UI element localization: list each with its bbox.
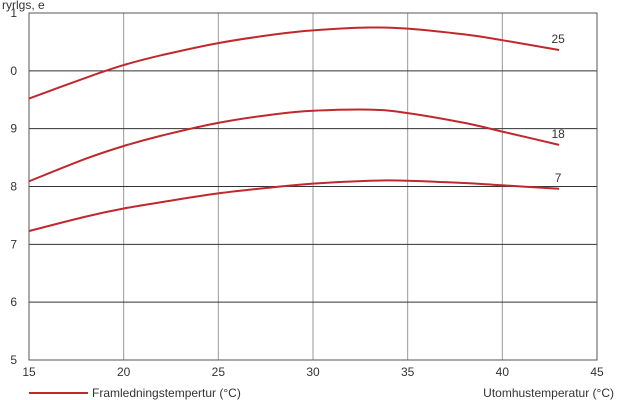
plot-frame — [28, 12, 598, 361]
x-axis-label: Utomhustemperatur (°C) — [483, 386, 614, 400]
x-tick-label: 15 — [22, 365, 36, 379]
x-tick-label: 35 — [401, 365, 415, 379]
series-label-7: 7 — [555, 171, 562, 185]
y-tick-label: 6 — [10, 295, 17, 309]
y-tick-label: 0 — [10, 64, 17, 78]
x-tick-label: 20 — [117, 365, 131, 379]
top-left-label: ryrlgs, e — [2, 0, 45, 12]
y-tick-label: 5 — [10, 353, 17, 367]
y-tick-label: 7 — [10, 237, 17, 251]
x-tick-label: 30 — [306, 365, 320, 379]
x-tick-label: 40 — [496, 365, 510, 379]
y-tick-label: 1 — [10, 6, 17, 20]
series-line-18 — [28, 108, 560, 183]
y-tick-label: 9 — [10, 122, 17, 136]
x-tick-label: 25 — [212, 365, 226, 379]
series-label-18: 18 — [551, 127, 565, 141]
y-tick-label: 8 — [10, 180, 17, 194]
series-line-25 — [28, 26, 560, 100]
grid-lines — [29, 13, 597, 360]
y-axis-ticks: 5 6 7 8 9 0 1 — [10, 6, 17, 367]
series-label-25: 25 — [551, 32, 565, 46]
series-line-7 — [28, 179, 560, 232]
series-layer: 25 18 7 — [28, 26, 565, 232]
x-axis-ticks: 15 20 25 30 35 40 45 — [22, 365, 604, 379]
x-tick-label: 45 — [590, 365, 604, 379]
legend-label: Framledningstempertur (°C) — [92, 386, 241, 400]
